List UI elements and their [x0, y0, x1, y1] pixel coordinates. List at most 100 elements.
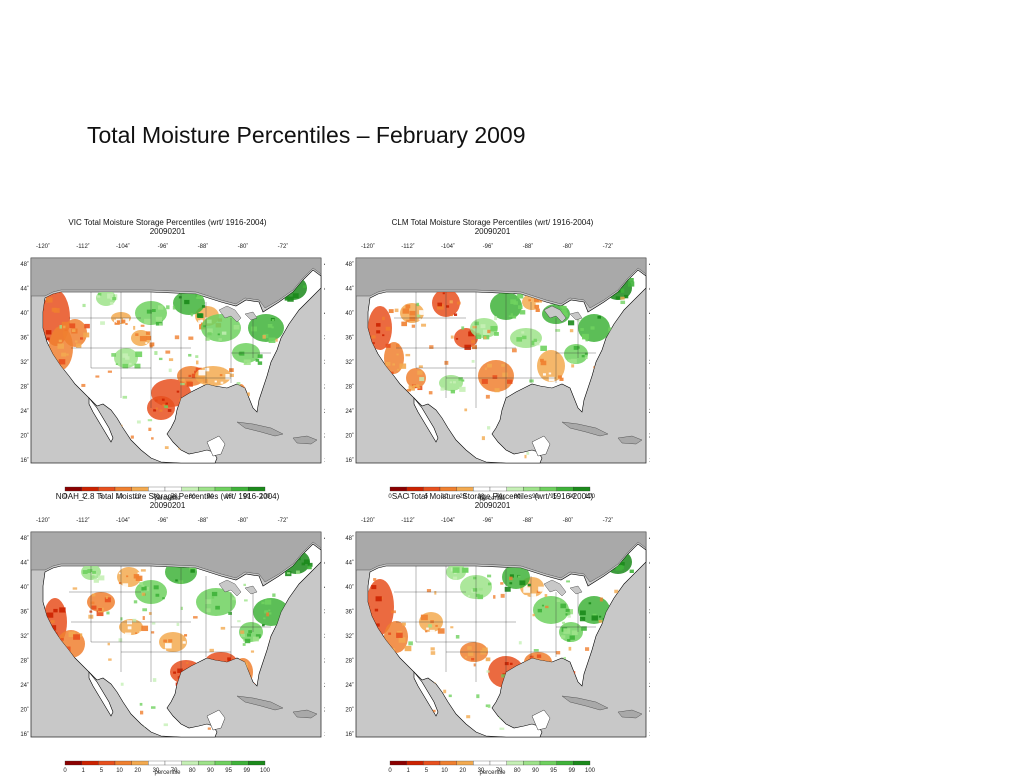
colorbar-swatch	[64, 486, 82, 492]
percentile-speckle	[133, 574, 140, 579]
latitude-label: 44˚	[20, 560, 29, 567]
latitude-label: 48˚	[649, 261, 650, 268]
colorbar-swatch	[148, 760, 166, 766]
percentile-speckle	[593, 366, 596, 369]
percentile-speckle	[567, 639, 571, 642]
latitude-label: 28˚	[649, 384, 650, 391]
percentile-speckle	[615, 565, 623, 571]
percentile-speckle	[581, 626, 587, 631]
percentile-speckle	[163, 723, 168, 727]
percentile-speckle	[471, 339, 476, 344]
percentile-speckle	[494, 316, 498, 321]
latitude-label: 48˚	[649, 535, 650, 542]
percentile-speckle	[517, 575, 521, 578]
percentile-speckle	[485, 657, 491, 662]
latitude-label: 32˚	[649, 359, 650, 366]
percentile-speckle	[151, 309, 156, 313]
percentile-speckle	[127, 626, 132, 630]
percentile-speckle	[93, 578, 99, 583]
percentile-speckle	[177, 668, 183, 673]
percentile-speckle	[266, 612, 270, 617]
percentile-speckle	[120, 682, 124, 686]
percentile-speckle	[209, 648, 214, 652]
latitude-label: 16˚	[345, 731, 354, 738]
percentile-speckle	[261, 624, 265, 627]
longitude-label: -96˚	[158, 517, 169, 524]
percentile-speckle	[508, 315, 511, 318]
colorbar-tick-label: 0	[63, 494, 67, 498]
latitude-label: 32˚	[324, 359, 325, 366]
latitude-label: 28˚	[324, 658, 325, 665]
percentile-speckle	[372, 342, 375, 344]
great-lakes	[543, 579, 583, 597]
percentile-speckle	[122, 353, 128, 358]
percentile-speckle	[467, 595, 471, 597]
percentile-speckle	[180, 382, 185, 386]
percentile-speckle	[181, 378, 185, 382]
percentile-speckle	[225, 374, 233, 380]
percentile-speckle	[155, 320, 163, 326]
percentile-speckle	[429, 629, 435, 634]
percentile-speckle	[108, 658, 112, 661]
latitude-label: 16˚	[20, 457, 29, 464]
colorbar-swatch	[506, 486, 524, 492]
percentile-speckle	[220, 626, 226, 630]
percentile-speckle	[571, 364, 575, 368]
percentile-speckle	[147, 419, 153, 422]
percentile-speckle	[97, 292, 102, 296]
latitude-label: 36˚	[345, 335, 354, 342]
percentile-speckle	[268, 612, 272, 615]
percentile-speckle	[385, 326, 391, 331]
latitude-label: 44˚	[345, 286, 354, 293]
percentile-speckle	[45, 330, 52, 335]
percentile-speckle	[203, 325, 206, 328]
percentile-speckle	[198, 320, 203, 325]
percentile-speckle	[243, 359, 251, 366]
percentile-speckle	[63, 325, 66, 329]
percentile-speckle	[405, 304, 411, 309]
percentile-speckle	[522, 335, 527, 340]
colorbar-label: percentile	[154, 770, 181, 776]
colorbar-swatch	[164, 486, 182, 492]
colorbar-swatch	[523, 760, 541, 766]
percentile-speckle	[184, 299, 190, 305]
colorbar-tick-label: 80	[514, 494, 521, 498]
colorbar-swatch	[439, 486, 457, 492]
percentile-speckle	[556, 599, 561, 603]
percentile-speckle	[557, 375, 562, 379]
percentile-speckle	[459, 386, 466, 392]
caribbean-island	[617, 435, 643, 445]
percentile-speckle	[461, 326, 465, 330]
percentile-speckle	[240, 630, 245, 634]
percentile-speckle	[563, 656, 566, 660]
percentile-speckle	[421, 323, 427, 327]
percentile-speckle	[292, 293, 299, 299]
percentile-speckle	[517, 305, 523, 309]
percentile-speckle	[287, 296, 294, 302]
colorbar-swatch	[98, 760, 116, 766]
percentile-speckle	[419, 310, 426, 315]
latitude-label: 36˚	[649, 609, 650, 616]
percentile-speckle	[206, 319, 212, 324]
percentile-speckle	[385, 343, 391, 348]
percentile-speckle	[205, 337, 210, 341]
percentile-speckle	[504, 586, 511, 592]
percentile-speckle	[164, 643, 172, 649]
percentile-speckle	[562, 621, 566, 624]
longitude-label: -80˚	[238, 243, 249, 250]
percentile-speckle	[579, 616, 586, 622]
percentile-speckle	[430, 651, 436, 655]
percentile-speckle	[499, 727, 505, 730]
percentile-speckle	[220, 381, 224, 384]
percentile-speckle	[120, 319, 126, 324]
percentile-speckle	[450, 314, 453, 317]
longitude-label: -88˚	[198, 243, 209, 250]
latitude-label: 36˚	[649, 335, 650, 342]
percentile-speckle	[122, 318, 130, 324]
percentile-speckle	[565, 613, 569, 616]
percentile-speckle	[561, 635, 566, 639]
baja-peninsula	[413, 397, 439, 443]
longitude-label: -112˚	[76, 517, 90, 524]
percentile-speckle	[430, 620, 434, 624]
colorbar-tick-label: 100	[585, 494, 596, 498]
